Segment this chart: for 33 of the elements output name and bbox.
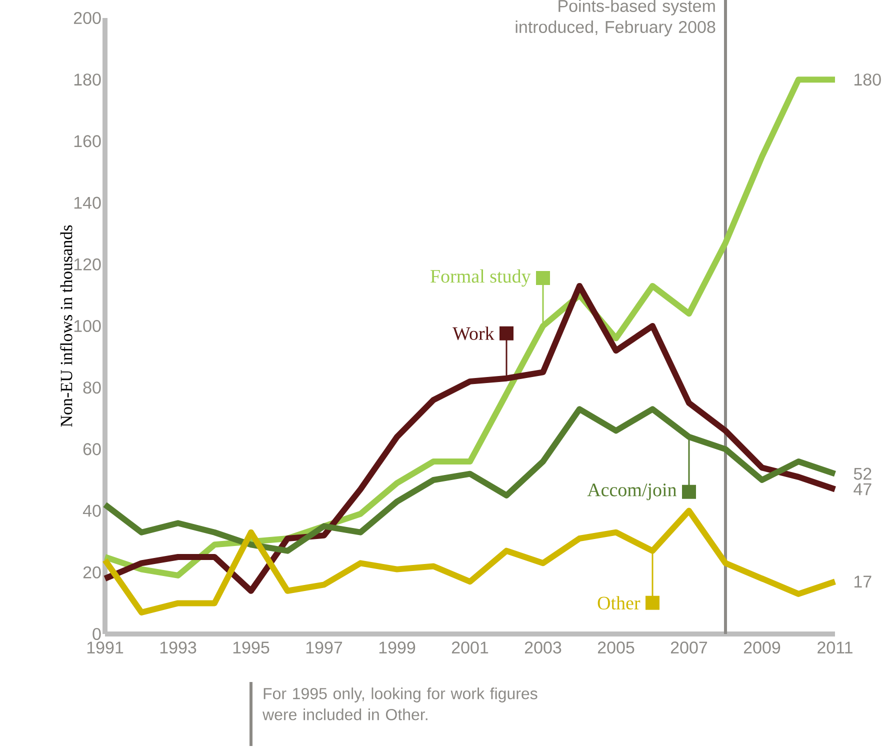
x-tick-label: 1997 [306, 642, 342, 654]
y-tick-label: 0 [92, 628, 101, 640]
y-tick-label: 120 [74, 258, 101, 270]
y-tick-label: 40 [82, 504, 101, 517]
ref-line-label: Points-based system introduced, February 2008 [516, 0, 716, 36]
data-label: 17 [854, 576, 872, 588]
y-tick-label: 140 [74, 196, 101, 209]
legend-label: Accom/join [587, 484, 677, 500]
x-tick-label: 2005 [598, 642, 634, 654]
x-tick-label: 2003 [524, 642, 562, 654]
x-tick-label: 1995 [233, 642, 270, 654]
x-tick-label: 1993 [160, 642, 196, 654]
legend-label: Formal study [430, 269, 531, 287]
y-tick-label: 80 [83, 382, 101, 394]
text: For 1995 only, looking for work figures were included in Other. [262, 688, 538, 720]
data-label: 52 [854, 468, 872, 480]
x-tick-label: 1991 [87, 642, 124, 654]
data-label: 47 [854, 483, 872, 496]
x-tick-label: 1999 [379, 642, 416, 654]
x-tick-label: 2011 [818, 642, 852, 654]
y-tick-label: 200 [74, 12, 101, 24]
x-tick-label: 2001 [452, 642, 488, 654]
x-tick-label: 2009 [744, 642, 780, 654]
y-tick-label: 160 [74, 135, 101, 148]
y-tick-label: 20 [83, 566, 101, 578]
y-tick-label: 180 [74, 74, 101, 86]
y-tick-label: 100 [74, 320, 101, 332]
legend-label: Other [598, 596, 640, 610]
x-tick-label: 2007 [670, 642, 708, 654]
y-axis-title: Non-EU inflows in thousands [60, 225, 72, 427]
y-tick-label: 60 [83, 443, 101, 456]
legend-label: Work [452, 326, 494, 340]
data-label: 180 [854, 74, 881, 86]
